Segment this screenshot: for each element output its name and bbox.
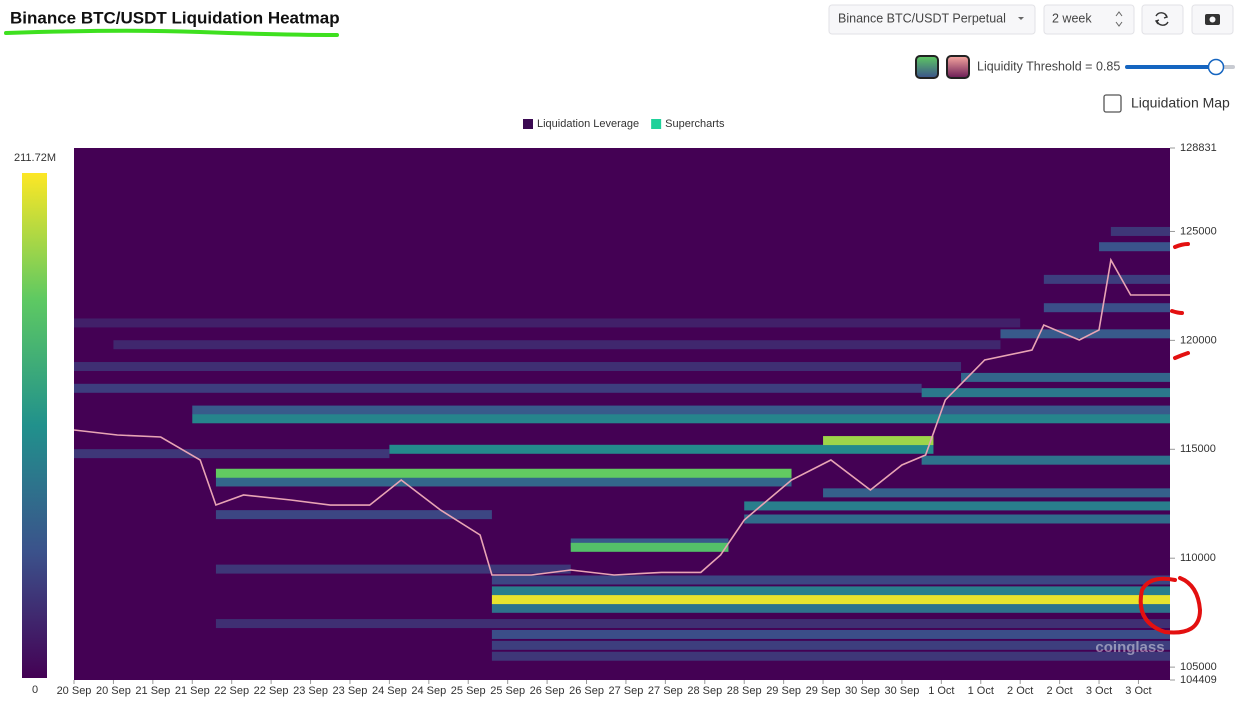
heat-band bbox=[491, 629, 1170, 639]
x-tick-label: 1 Oct bbox=[968, 685, 994, 697]
heat-band bbox=[389, 444, 934, 454]
heat-band bbox=[192, 405, 1170, 415]
heat-band bbox=[491, 586, 1170, 596]
colorbar bbox=[22, 173, 47, 678]
heat-band bbox=[491, 640, 1170, 650]
annotation-mark bbox=[1173, 351, 1190, 360]
x-tick-label: 24 Sep bbox=[372, 685, 407, 697]
color-scheme-pink[interactable] bbox=[946, 55, 970, 79]
pair-select[interactable] bbox=[828, 4, 1036, 35]
camera-lens bbox=[1209, 16, 1216, 23]
heat-band bbox=[570, 542, 729, 552]
legend-swatch bbox=[523, 119, 533, 129]
price-line bbox=[73, 257, 1170, 576]
heat-band bbox=[192, 414, 1170, 424]
annotation-circle bbox=[1138, 576, 1203, 635]
x-tick-label: 2 Oct bbox=[1007, 685, 1033, 697]
plot-area: 128831 125000 120000 115000 110000 1050001044… bbox=[14, 118, 1217, 697]
chevron bbox=[1018, 17, 1024, 20]
heat-band bbox=[921, 455, 1170, 465]
heat-band bbox=[215, 564, 571, 574]
heat-band bbox=[215, 510, 492, 520]
x-tick-label: 21 Sep bbox=[135, 685, 170, 697]
heat-band bbox=[961, 372, 1170, 382]
colorbar-min-label: 0 bbox=[32, 684, 38, 696]
refresh-button[interactable] bbox=[1141, 4, 1184, 35]
heat-band bbox=[491, 595, 1170, 605]
y-tick-label: 105000 bbox=[1180, 661, 1217, 673]
y-tick-label: 120000 bbox=[1180, 334, 1217, 346]
legend-swatch bbox=[651, 119, 662, 129]
x-tick-label: 29 Sep bbox=[766, 685, 801, 697]
x-tick-label: 2 Oct bbox=[1046, 685, 1072, 697]
heat-band bbox=[921, 388, 1170, 398]
x-tick-label: 23 Sep bbox=[293, 685, 328, 697]
x-tick-label: 24 Sep bbox=[411, 685, 446, 697]
slider-thumb[interactable] bbox=[1207, 58, 1225, 76]
title-underline bbox=[4, 28, 339, 37]
x-tick-label: 20 Sep bbox=[57, 685, 92, 697]
map-checkbox-label: Liquidation Map bbox=[1131, 95, 1230, 111]
watermark: coinglass bbox=[1095, 639, 1164, 656]
x-tick-label: 21 Sep bbox=[175, 685, 210, 697]
range-select[interactable] bbox=[1043, 4, 1135, 35]
heat-band bbox=[215, 468, 792, 478]
heat-band bbox=[113, 340, 1001, 350]
colorbar-max-label: 211.72M bbox=[14, 152, 56, 164]
x-tick-label: 30 Sep bbox=[845, 685, 880, 697]
x-tick-label: 20 Sep bbox=[96, 685, 131, 697]
heat-band bbox=[1043, 303, 1170, 313]
x-tick-label: 22 Sep bbox=[214, 685, 249, 697]
x-tick-label: 3 Oct bbox=[1125, 685, 1151, 697]
x-tick-label: 26 Sep bbox=[530, 685, 565, 697]
y-tick-label: 125000 bbox=[1180, 225, 1217, 237]
heat-band bbox=[823, 488, 1170, 498]
page-title: Binance BTC/USDT Liquidation Heatmap bbox=[10, 8, 340, 27]
annotation-mark bbox=[1170, 309, 1184, 315]
heat-band bbox=[744, 501, 1170, 511]
y-tick-label: 110000 bbox=[1180, 552, 1216, 564]
heat-band bbox=[1099, 242, 1170, 252]
heat-band bbox=[491, 575, 1170, 585]
x-tick-label: 22 Sep bbox=[254, 685, 289, 697]
x-tick-label: 23 Sep bbox=[333, 685, 368, 697]
heat-band bbox=[1000, 329, 1170, 339]
heat-band bbox=[744, 514, 1170, 524]
heat-band bbox=[74, 318, 1021, 328]
x-tick-label: 27 Sep bbox=[609, 685, 644, 697]
y-tick-label: 115000 bbox=[1180, 443, 1216, 455]
x-tick-label: 27 Sep bbox=[648, 685, 683, 697]
x-tick-label: 26 Sep bbox=[569, 685, 604, 697]
x-tick-label: 28 Sep bbox=[687, 685, 722, 697]
x-tick-label: 30 Sep bbox=[884, 685, 919, 697]
heat-band bbox=[74, 449, 390, 459]
heat-band bbox=[491, 651, 1170, 661]
x-tick-label: 25 Sep bbox=[490, 685, 525, 697]
x-tick-label: 25 Sep bbox=[451, 685, 486, 697]
annotation-mark bbox=[1173, 242, 1190, 249]
x-tick-label: 3 Oct bbox=[1086, 685, 1112, 697]
heat-band bbox=[215, 619, 1171, 629]
threshold-label: Liquidity Threshold = 0.85 bbox=[977, 59, 1120, 73]
refresh-icon bbox=[1154, 12, 1169, 26]
spinner bbox=[1115, 11, 1123, 27]
legend-label: Supercharts bbox=[665, 118, 725, 130]
heat-band bbox=[491, 603, 1170, 613]
heat-band bbox=[74, 362, 962, 372]
legend-label: Liquidation Leverage bbox=[537, 118, 639, 130]
range-select-label: 2 week bbox=[1052, 11, 1092, 25]
y-tick-label: 128831 bbox=[1180, 142, 1217, 154]
heat-band bbox=[823, 436, 934, 446]
x-tick-label: 1 Oct bbox=[928, 685, 954, 697]
color-scheme-green[interactable] bbox=[915, 55, 939, 79]
heat-band bbox=[74, 383, 922, 393]
x-tick-label: 29 Sep bbox=[806, 685, 841, 697]
heat-band bbox=[215, 477, 792, 487]
x-tick-label: 28 Sep bbox=[727, 685, 762, 697]
map-checkbox[interactable] bbox=[1103, 94, 1122, 113]
y-tick-label: 104409 bbox=[1180, 674, 1217, 686]
heat-band bbox=[1110, 226, 1170, 236]
pair-select-label: Binance BTC/USDT Perpetual bbox=[838, 11, 1006, 25]
